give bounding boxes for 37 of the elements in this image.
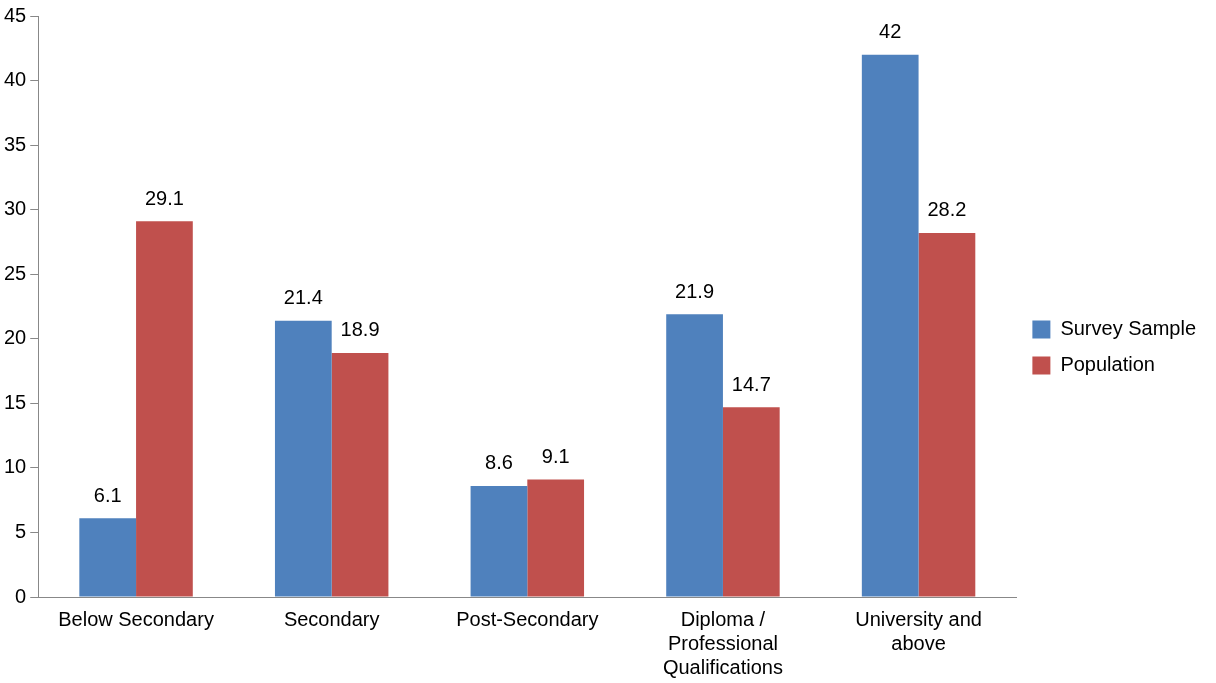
x-tick-label: University and above (855, 607, 982, 654)
y-tick-label: 20 (4, 326, 27, 349)
x-tick-label: Below Secondary (58, 607, 214, 630)
bar (470, 485, 528, 597)
bar (331, 352, 389, 597)
y-tick-label: 40 (4, 68, 27, 91)
bar (527, 479, 585, 597)
data-label: 18.9 (340, 318, 380, 341)
data-label: 9.1 (541, 445, 570, 468)
bar (861, 54, 919, 597)
y-tick-label: 25 (4, 261, 27, 284)
data-label: 21.4 (283, 286, 323, 309)
y-tick-label: 5 (15, 519, 27, 542)
data-label: 28.2 (927, 198, 967, 221)
x-tick-label: Secondary (283, 607, 380, 630)
legend-label: Population (1060, 353, 1155, 376)
y-tick-label: 35 (4, 132, 27, 155)
legend-label: Survey Sample (1060, 317, 1197, 340)
bar (274, 320, 332, 597)
bar (666, 314, 723, 597)
data-label: 21.9 (675, 279, 715, 302)
bar (79, 518, 137, 597)
y-tick-label: 0 (15, 584, 27, 607)
y-tick-label: 10 (4, 455, 27, 478)
data-label: 14.7 (731, 372, 771, 395)
bar (918, 232, 976, 597)
x-tick-label: Post-Secondary (456, 607, 599, 630)
y-tick-label: 15 (4, 390, 27, 413)
x-tick-label: Diploma / Professional Qualifications (662, 607, 783, 678)
y-tick-label: 45 (4, 3, 27, 26)
data-label: 29.1 (144, 186, 184, 209)
data-label: 8.6 (485, 451, 513, 474)
data-label: 6.1 (93, 483, 122, 506)
y-tick-label: 30 (4, 197, 27, 220)
bar (722, 407, 780, 597)
bar (136, 221, 193, 597)
data-label: 42 (879, 20, 902, 43)
